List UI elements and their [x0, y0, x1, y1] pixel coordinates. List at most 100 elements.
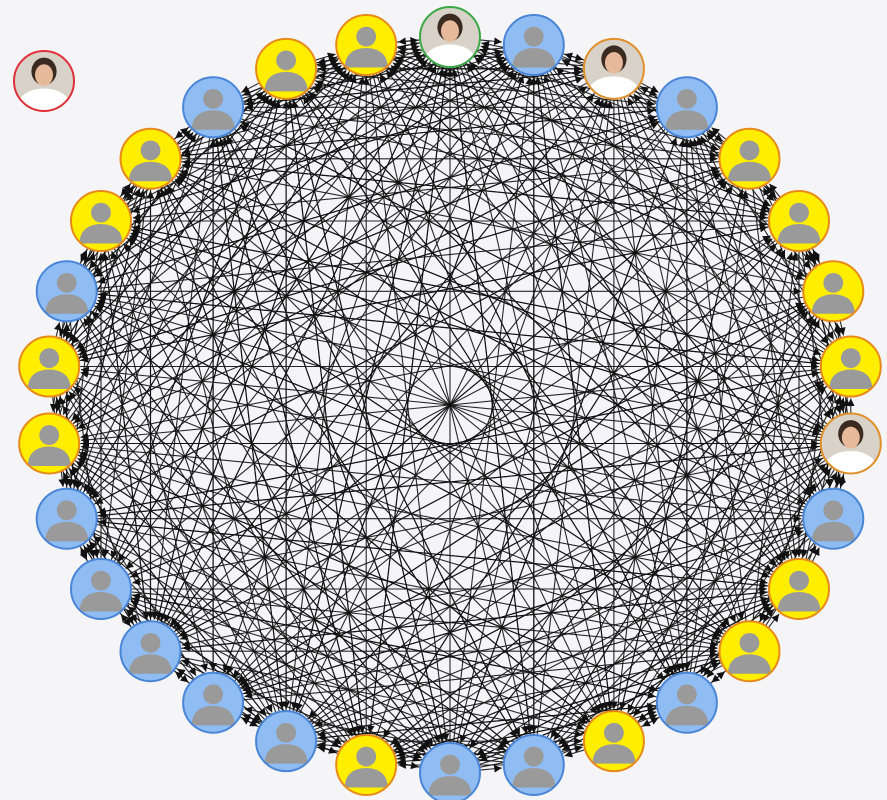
directed-edge [130, 594, 656, 699]
directed-edge [389, 386, 827, 747]
directed-edge [68, 391, 348, 742]
directed-edge [127, 602, 422, 759]
graph-node-22[interactable] [35, 487, 98, 550]
directed-edge [73, 86, 588, 428]
directed-edge [456, 66, 609, 711]
directed-edge [180, 107, 656, 157]
directed-edge [69, 387, 428, 751]
graph-node-19[interactable] [182, 671, 245, 734]
directed-edge [306, 243, 777, 721]
directed-edge [80, 370, 804, 514]
directed-edge [242, 112, 768, 218]
graph-node-17[interactable] [335, 733, 398, 796]
directed-edge [396, 36, 419, 45]
directed-edge [130, 591, 718, 652]
directed-edge [450, 68, 531, 736]
directed-edge [244, 594, 770, 699]
directed-edge [72, 56, 426, 348]
node-ring [819, 412, 882, 475]
directed-edge [94, 302, 770, 578]
directed-edge [80, 296, 804, 440]
graph-node-5[interactable] [718, 127, 781, 190]
directed-edge [372, 74, 529, 734]
directed-edge [314, 76, 769, 214]
directed-edge [386, 66, 812, 497]
directed-edge [80, 247, 89, 263]
graph-node-6[interactable] [768, 190, 831, 252]
graph-node-4[interactable] [655, 76, 718, 139]
graph-node-18[interactable] [255, 710, 318, 773]
person-silhouette-icon [45, 272, 89, 314]
graph-node-27[interactable] [119, 127, 182, 190]
graph-node-15[interactable] [502, 733, 565, 796]
directed-edge [536, 100, 614, 736]
directed-edge [381, 185, 733, 740]
graph-node-29[interactable] [255, 37, 318, 100]
directed-edge [107, 250, 208, 672]
directed-edge [629, 93, 835, 417]
directed-edge [168, 93, 595, 629]
graph-node-13[interactable] [655, 671, 718, 734]
directed-edge [292, 97, 445, 742]
graph-node-2[interactable] [502, 14, 565, 77]
profile-photo-icon [584, 39, 643, 98]
directed-edge [77, 82, 588, 353]
graph-node-7[interactable] [802, 260, 865, 323]
directed-edge [623, 96, 790, 560]
directed-edge [175, 174, 773, 572]
profile-photo-icon [821, 414, 880, 473]
person-silhouette-icon [264, 50, 308, 92]
node-ring [582, 710, 645, 773]
directed-edge [640, 82, 659, 93]
directed-edge [68, 91, 268, 342]
directed-edge [564, 52, 586, 61]
graph-node-9[interactable] [819, 412, 882, 475]
graph-node-14[interactable] [582, 710, 645, 773]
directed-edge [180, 589, 768, 649]
profile-photo-icon [421, 8, 479, 66]
node-ring [119, 620, 182, 683]
graph-node-12[interactable] [718, 620, 781, 683]
node-ring [802, 260, 865, 323]
graph-node-26[interactable] [69, 190, 132, 252]
directed-edge [160, 73, 357, 622]
graph-node-28[interactable] [182, 76, 245, 139]
directed-edge [226, 71, 522, 675]
node-ring [718, 620, 781, 683]
directed-edge [620, 97, 745, 621]
graph-node-30[interactable] [335, 14, 398, 77]
directed-edge [222, 135, 441, 744]
directed-edge [83, 70, 351, 492]
graph-node-1[interactable] [419, 6, 481, 68]
directed-edge [89, 537, 342, 746]
directed-edge [76, 170, 721, 433]
graph-node-isolated[interactable] [13, 50, 75, 112]
graph-node-3[interactable] [582, 37, 645, 100]
directed-edge [181, 73, 585, 156]
directed-edge [555, 67, 831, 346]
graph-node-25[interactable] [35, 260, 98, 323]
graph-node-11[interactable] [768, 558, 831, 620]
directed-edge [553, 389, 833, 741]
graph-node-16[interactable] [419, 742, 481, 800]
graph-node-8[interactable] [819, 335, 882, 398]
directed-edge [130, 226, 820, 363]
graph-node-10[interactable] [802, 487, 865, 550]
directed-edge [89, 309, 590, 722]
directed-edge [616, 98, 687, 671]
graph-node-23[interactable] [18, 412, 81, 475]
directed-edge [385, 69, 781, 566]
directed-edge [314, 596, 769, 734]
directed-edge [549, 318, 817, 740]
directed-edge [237, 239, 777, 683]
graph-node-20[interactable] [119, 620, 182, 683]
directed-edge [123, 243, 594, 721]
node-ring [119, 127, 182, 190]
directed-edge [155, 189, 280, 713]
graph-node-21[interactable] [69, 558, 132, 620]
directed-edge [459, 137, 678, 745]
directed-edge [103, 250, 150, 620]
directed-edge [65, 393, 271, 717]
directed-edge [549, 70, 817, 492]
graph-node-24[interactable] [18, 335, 81, 398]
